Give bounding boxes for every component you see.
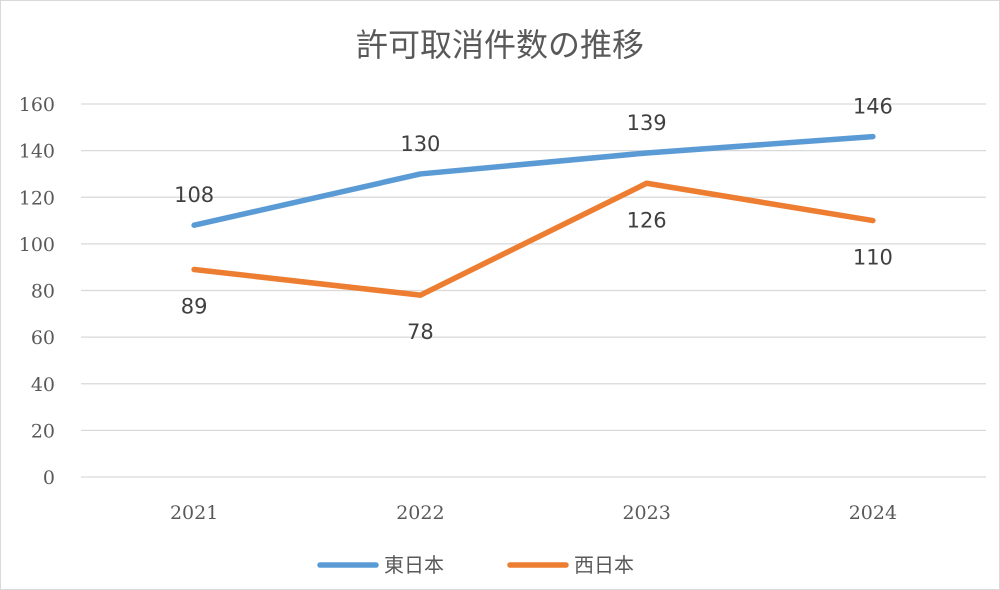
- y-tick-label: 80: [31, 281, 55, 303]
- x-tick-label: 2021: [170, 502, 218, 524]
- y-tick-label: 100: [19, 234, 55, 256]
- x-axis: 2021 2022 2023 2024: [170, 502, 897, 524]
- legend-item-2: 西日本: [507, 553, 634, 577]
- chart-title: 許可取消件数の推移: [356, 26, 644, 64]
- legend-label: 西日本: [574, 553, 634, 577]
- y-tick-label: 0: [43, 467, 55, 489]
- y-tick-label: 60: [31, 327, 55, 349]
- legend-item-1: 東日本: [317, 553, 444, 577]
- data-label: 126: [627, 208, 667, 232]
- data-label: 139: [627, 111, 667, 135]
- series-lines: [191, 133, 876, 298]
- data-label: 110: [853, 246, 893, 270]
- gridlines: [81, 103, 986, 478]
- series-line-2: [191, 180, 876, 298]
- y-tick-label: 120: [19, 187, 55, 209]
- data-label: 78: [407, 320, 434, 344]
- data-label: 130: [400, 132, 440, 156]
- data-label: 108: [174, 183, 214, 207]
- legend: 東日本 西日本: [317, 553, 634, 577]
- x-tick-label: 2023: [622, 502, 670, 524]
- y-tick-label: 20: [31, 420, 55, 442]
- y-tick-label: 160: [19, 94, 55, 116]
- data-label: 89: [181, 295, 208, 319]
- y-tick-label: 40: [31, 374, 55, 396]
- data-label: 146: [853, 95, 893, 119]
- x-tick-label: 2024: [849, 502, 897, 524]
- y-tick-label: 140: [19, 141, 55, 163]
- data-labels: 108 130 139 146 89 78 126 110: [174, 95, 893, 345]
- x-tick-label: 2022: [396, 502, 444, 524]
- y-axis: 0 20 40 60 80 100 120 140 160: [19, 94, 55, 489]
- series-line-1: [191, 133, 876, 228]
- legend-label: 東日本: [384, 553, 444, 577]
